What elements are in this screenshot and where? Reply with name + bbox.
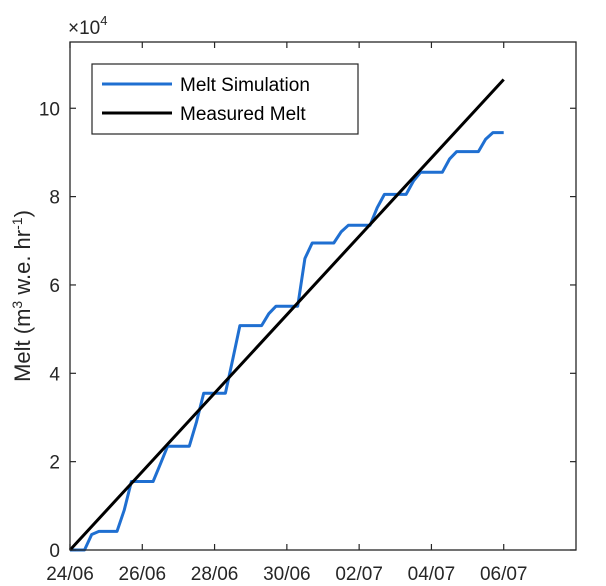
- y-title-mid: w.e. hr: [10, 230, 35, 301]
- legend-box: [91, 63, 359, 135]
- y-axis-title: Melt (m3 w.e. hr-1): [9, 210, 35, 382]
- y-title-main: Melt (m: [10, 309, 35, 382]
- x-axis-ticks: 24/06 26/06 28/06 30/06 02/07 04/07 06/07: [46, 42, 527, 585]
- y-exponent-power: 4: [100, 13, 107, 28]
- y-title-end: ): [10, 210, 35, 217]
- y-axis-ticks: 0 2 4 6 8 10: [39, 99, 576, 562]
- y-exponent-base: ×10: [68, 18, 100, 39]
- y-title-sup2: -1: [9, 217, 25, 230]
- x-tick-label: 24/06: [46, 564, 94, 585]
- y-tick-label: 6: [49, 276, 60, 297]
- plot-frame: [69, 41, 577, 551]
- x-tick-label: 28/06: [191, 564, 239, 585]
- y-tick-label: 8: [49, 188, 60, 209]
- x-tick-label: 30/06: [263, 564, 311, 585]
- y-tick-label: 2: [49, 453, 60, 474]
- series-layer: [68, 78, 505, 552]
- y-tick-label: 4: [49, 364, 60, 385]
- legend-label-measured-melt: Measured Melt: [180, 104, 306, 125]
- x-tick-label: 04/07: [408, 564, 456, 585]
- x-tick-label: 02/07: [335, 564, 383, 585]
- x-tick-label: 06/07: [480, 564, 528, 585]
- series-line-measured-melt: [68, 78, 505, 552]
- y-tick-label: 0: [49, 541, 60, 562]
- series-line-melt-simulation: [70, 131, 504, 552]
- y-title-sup1: 3: [9, 301, 25, 309]
- legend-label-melt-simulation: Melt Simulation: [180, 75, 310, 96]
- x-tick-label: 26/06: [119, 564, 167, 585]
- y-tick-label: 10: [39, 99, 60, 120]
- legend: Melt Simulation Measured Melt: [91, 63, 359, 135]
- y-exponent-label: ×104: [68, 13, 107, 39]
